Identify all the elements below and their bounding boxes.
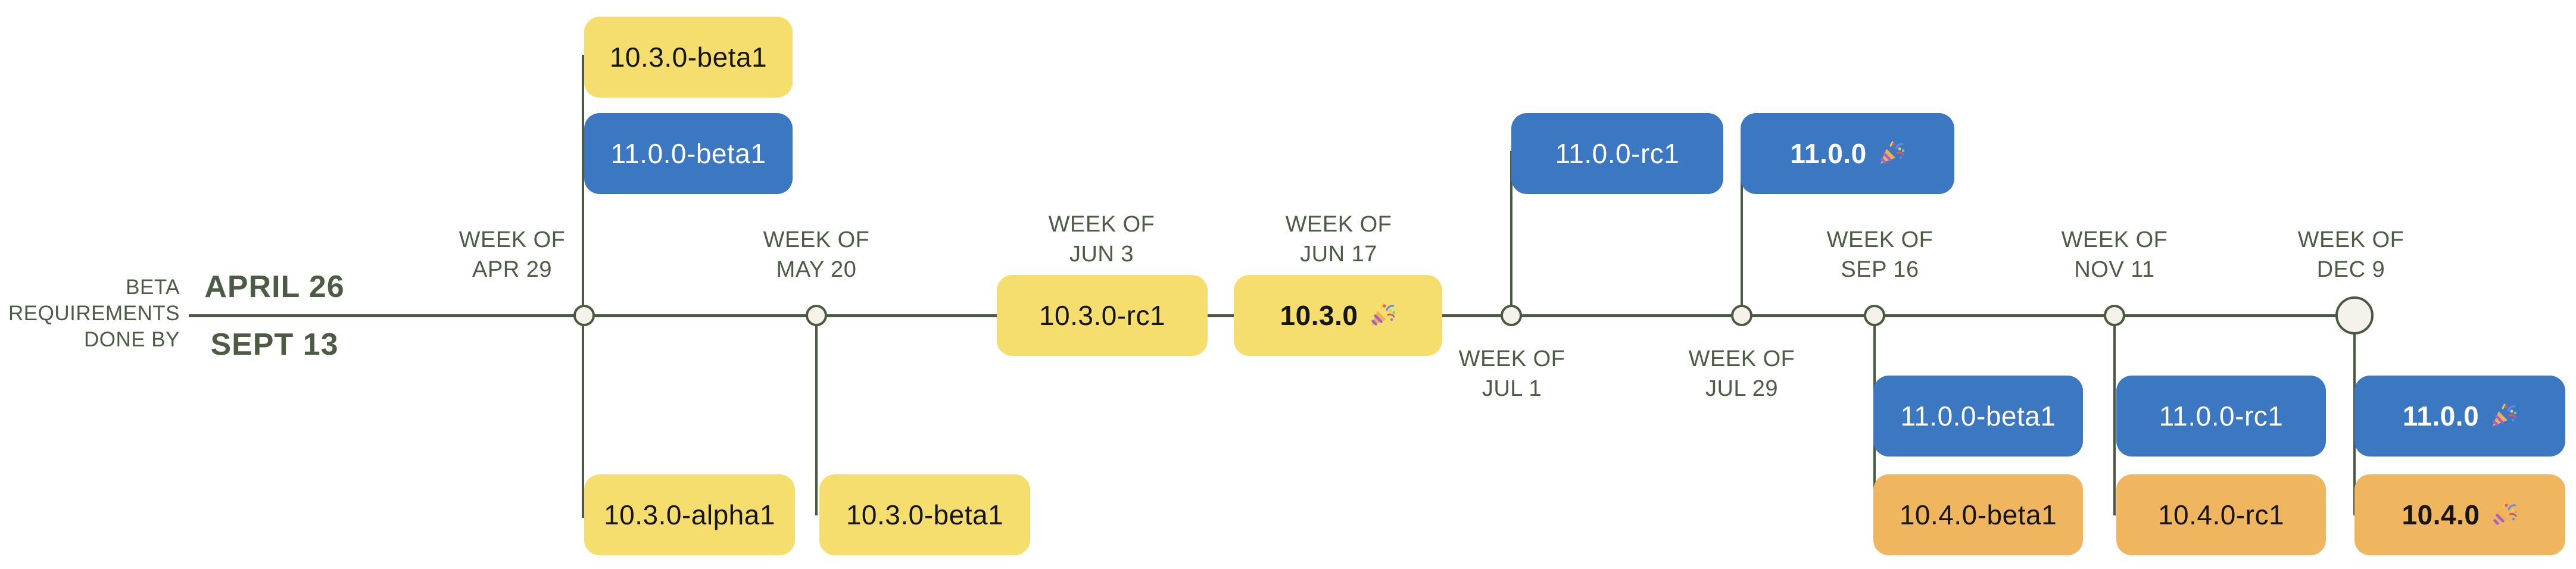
party-popper-icon: [2488, 402, 2517, 430]
connector-line-may-20: [815, 315, 818, 515]
release-badge-10-3-0-alpha1: 10.3.0-alpha1: [584, 474, 795, 555]
week-label-nov-11: WEEK OF NOV 11: [2061, 227, 2168, 282]
week-label-jun-17: WEEK OF JUN 17: [1285, 212, 1392, 267]
release-badge-11-0-0-beta1-sep: 11.0.0-beta1: [1873, 376, 2083, 457]
week-label-jun-3: WEEK OF JUN 3: [1048, 212, 1155, 267]
week-label-dec-9: WEEK OF DEC 9: [2297, 227, 2405, 282]
release-badge-11-0-0-final-dec: 11.0.0: [2354, 376, 2565, 457]
milestone-marker-jul-29: [1731, 305, 1752, 326]
connector-line-jul-29: [1741, 151, 1743, 317]
release-badge-10-4-0-rc1: 10.4.0-rc1: [2116, 474, 2326, 555]
connector-line-jul-1: [1510, 151, 1512, 317]
connector-line-nov-11: [2113, 315, 2116, 515]
release-badge-10-3-0-beta1-bottom: 10.3.0-beta1: [819, 474, 1030, 555]
week-label-may-20: WEEK OF MAY 20: [763, 227, 870, 282]
connector-line-apr-29: [582, 55, 584, 518]
axis-label-line: DONE BY: [83, 328, 180, 351]
release-badge-10-3-0-beta1-top: 10.3.0-beta1: [584, 17, 793, 98]
milestone-marker-nov-11: [2104, 305, 2125, 326]
milestone-marker-sep-16: [1864, 305, 1885, 326]
party-popper-icon: [2489, 501, 2518, 529]
week-label-jul-29: WEEK OF JUL 29: [1688, 346, 1795, 401]
party-popper-icon: [1876, 139, 1905, 168]
release-badge-11-0-0-final-top: 11.0.0: [1741, 113, 1954, 194]
axis-label-line: REQUIREMENTS: [8, 302, 180, 325]
week-label-jul-1: WEEK OF JUL 1: [1458, 346, 1565, 401]
beta-requirements-date-sept: SEPT 13: [210, 327, 339, 362]
milestone-marker-dec-9: [2335, 296, 2374, 334]
release-badge-10-3-0-rc1: 10.3.0-rc1: [997, 275, 1208, 356]
release-badge-11-0-0-rc1-top: 11.0.0-rc1: [1511, 113, 1723, 194]
release-badge-10-3-0-final: 10.3.0: [1234, 275, 1442, 356]
week-label-sep-16: WEEK OF SEP 16: [1826, 227, 1933, 282]
milestone-marker-apr-29: [573, 305, 595, 326]
beta-requirements-date-april: APRIL 26: [204, 270, 345, 304]
milestone-marker-may-20: [806, 305, 827, 326]
release-badge-11-0-0-rc1-nov: 11.0.0-rc1: [2116, 376, 2326, 457]
timeline-axis-label: BETA REQUIREMENTS DONE BY: [0, 274, 180, 353]
party-popper-icon: [1367, 301, 1396, 330]
release-badge-11-0-0-beta1-top: 11.0.0-beta1: [584, 113, 793, 194]
release-badge-10-4-0-beta1: 10.4.0-beta1: [1873, 474, 2083, 555]
week-label-apr-29: WEEK OF APR 29: [459, 227, 566, 282]
release-badge-10-4-0-final: 10.4.0: [2354, 474, 2565, 555]
axis-label-line: BETA: [126, 276, 180, 299]
milestone-marker-jul-1: [1501, 305, 1522, 326]
